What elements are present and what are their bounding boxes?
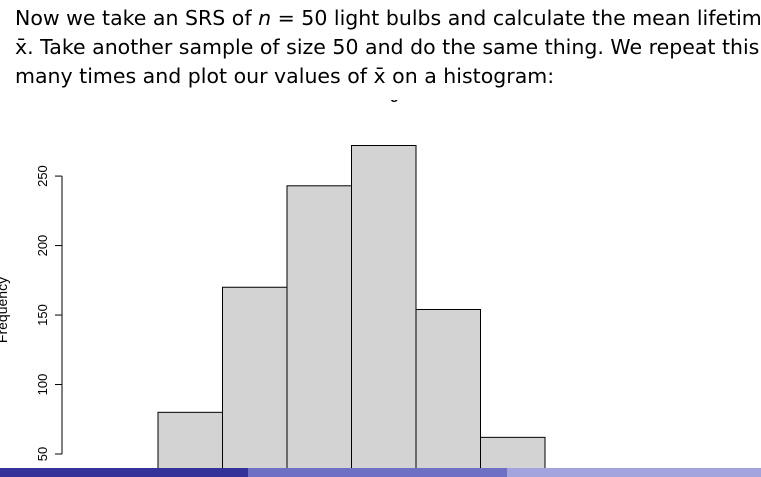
y-tick-label: 250 [35,165,50,187]
text-run: n [258,6,272,30]
bar [415,308,481,477]
footer-middle [248,468,507,477]
intro-text: Now we take an SRS of n = 50 light bulbs… [15,4,761,91]
intro-line: x̄. Take another sample of size 50 and d… [15,33,759,62]
text-run: x̄. Take another sample of size 50 and d… [15,35,760,59]
y-tick-label: 100 [35,374,50,396]
bar [286,185,352,477]
y-tick-label: 50 [35,447,50,461]
bar [351,145,417,477]
bar [157,411,223,477]
bar [222,286,288,477]
intro-line: Now we take an SRS of n = 50 light bulbs… [15,4,761,33]
y-axis-label: Frequency [0,277,10,343]
footer-right [507,468,761,477]
text-run: = 50 light bulbs and calculate the mean … [271,6,761,30]
chart-title: Histogram of xbar [355,100,475,102]
footer-left [0,468,248,477]
text-run: many times and plot our values of x̄ on … [15,64,555,88]
intro-line: many times and plot our values of x̄ on … [15,62,755,91]
chart: Histogram of xbar Frequency 50 100 150 200 2… [0,100,761,477]
text-run: Now we take an SRS of [15,6,259,30]
y-tick-label: 200 [35,235,50,257]
y-tick-label: 150 [35,304,50,326]
